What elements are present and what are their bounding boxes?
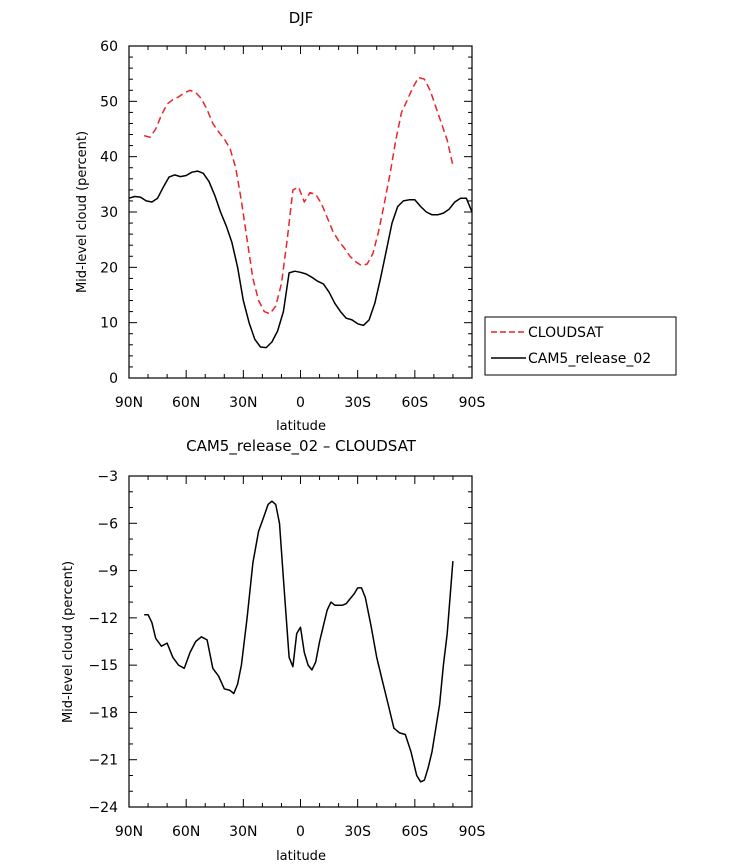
legend-cam5-label: CAM5_release_02 <box>528 351 651 367</box>
top-chart-title: DJF <box>289 9 314 27</box>
bottom-y-tick-label: −3 <box>97 469 118 485</box>
top-y-tick-label: 20 <box>100 260 118 276</box>
bottom-y-tick-label: −12 <box>88 611 118 627</box>
bottom-x-tick-label: 30N <box>229 824 257 840</box>
bottom-x-axis-label: latitude <box>276 849 326 864</box>
top-x-tick-label: 0 <box>296 395 305 411</box>
bottom-y-tick-label: −15 <box>88 658 118 674</box>
top-tick-labels: 90N 60N 30N 0 30S 60S 90S 0 10 20 30 40 50 60 <box>100 39 485 411</box>
bottom-plot-frame <box>128 475 473 808</box>
bottom-x-tick-label: 90S <box>459 824 486 840</box>
bottom-y-tick-label: −18 <box>88 705 118 721</box>
top-y-tick-label: 30 <box>100 205 118 221</box>
bottom-tick-labels: 90N 60N 30N 0 30S 60S 90S −24 −21 −18 −15 −12 −9 −6 −3 <box>88 469 485 840</box>
legend-box <box>484 316 677 376</box>
bottom-y-tick-label: −6 <box>97 516 118 532</box>
top-x-tick-label: 90N <box>115 395 143 411</box>
bottom-y-axis-label: Mid-level cloud (percent) <box>61 561 76 723</box>
top-series-lines <box>128 76 473 349</box>
top-y-tick-label: 40 <box>100 150 118 166</box>
legend-cloudsat-label: CLOUDSAT <box>528 325 604 341</box>
bottom-x-tick-label: 0 <box>296 824 305 840</box>
top-series-cam5-release-02 <box>128 170 473 349</box>
top-x-tick-label: 30N <box>229 395 257 411</box>
bottom-x-tick-label: 60N <box>172 824 200 840</box>
bottom-y-tick-label: −24 <box>88 800 118 816</box>
top-y-tick-label: 60 <box>100 39 118 55</box>
bottom-panel: CAM5_release_02 – CLOUDSAT Mid-level clo… <box>61 437 485 864</box>
top-x-tick-label: 60N <box>172 395 200 411</box>
top-y-tick-label: 10 <box>100 316 118 332</box>
bottom-x-tick-label: 30S <box>344 824 371 840</box>
bottom-chart-title: CAM5_release_02 – CLOUDSAT <box>186 437 417 456</box>
bottom-series-lines <box>144 500 454 783</box>
legend: CLOUDSAT CAM5_release_02 <box>484 316 677 376</box>
top-y-tick-label: 0 <box>109 371 118 387</box>
top-plot-frame <box>128 45 473 379</box>
bottom-x-tick-label: 60S <box>401 824 428 840</box>
top-series-cloudsat <box>143 76 454 315</box>
bottom-y-tick-label: −9 <box>97 564 118 580</box>
bottom-ticks <box>128 475 473 808</box>
bottom-series-difference <box>144 500 454 783</box>
top-x-tick-label: 60S <box>401 395 428 411</box>
top-panel: DJF Mid-level cloud (percent) latitude 9… <box>75 9 485 434</box>
top-y-axis-label: Mid-level cloud (percent) <box>75 131 90 293</box>
bottom-y-tick-label: −21 <box>88 753 118 769</box>
bottom-x-tick-label: 90N <box>115 824 143 840</box>
top-x-axis-label: latitude <box>276 419 326 434</box>
top-x-tick-label: 30S <box>344 395 371 411</box>
top-x-tick-label: 90S <box>459 395 486 411</box>
top-y-tick-label: 50 <box>100 94 118 110</box>
